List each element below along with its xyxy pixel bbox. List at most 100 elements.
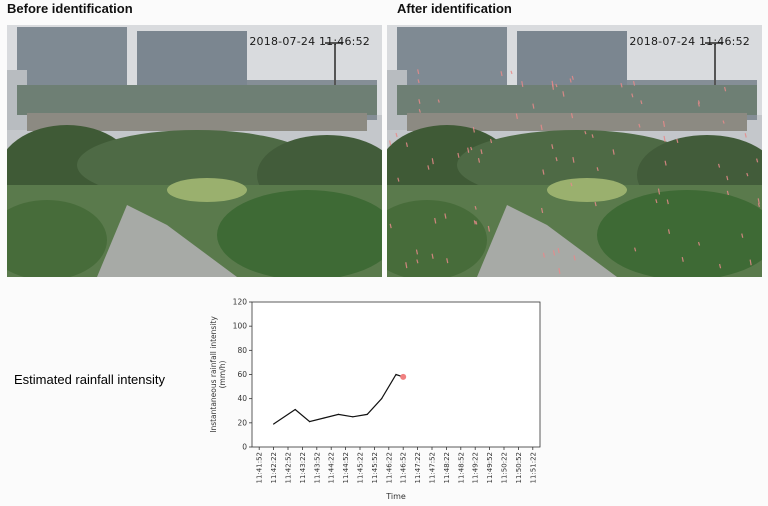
rain-streak <box>444 213 447 219</box>
camera-scene-before <box>7 25 382 277</box>
rain-streak <box>662 120 666 127</box>
rain-streak <box>467 147 470 153</box>
rain-streak <box>558 267 561 274</box>
rain-streak <box>570 182 573 187</box>
data-point <box>273 423 275 425</box>
rain-streak <box>571 75 574 80</box>
x-tick-label: 11:49:52 <box>486 452 494 483</box>
data-point <box>352 416 354 418</box>
rain-streak <box>480 149 483 155</box>
rain-streak <box>427 165 430 170</box>
rain-streak <box>631 93 634 98</box>
rain-streak <box>446 258 449 264</box>
rain-streak <box>405 142 408 148</box>
rain-streak <box>515 113 518 119</box>
rain-streak <box>612 149 615 155</box>
rain-streak <box>472 127 475 133</box>
rain-streak <box>667 229 671 234</box>
x-tick-label: 11:42:22 <box>270 452 278 483</box>
rain-streak <box>657 188 661 195</box>
y-tick-label: 80 <box>237 346 247 355</box>
rain-streak <box>542 252 546 258</box>
rain-streak <box>620 82 623 88</box>
rain-streak <box>666 199 669 205</box>
rain-streak <box>562 91 565 97</box>
x-tick-label: 11:47:52 <box>429 452 437 483</box>
rain-streak <box>572 157 575 163</box>
estimated-rainfall-intensity-label: Estimated rainfall intensity <box>14 372 166 387</box>
rain-streak <box>663 135 666 142</box>
rain-streak <box>573 255 576 261</box>
x-tick-label: 11:44:22 <box>328 452 336 483</box>
timestamp-after: 2018-07-24 11:46:52 <box>629 35 750 48</box>
x-tick-label: 11:45:52 <box>371 452 379 483</box>
y-tick-label: 0 <box>242 443 247 452</box>
rain-streak <box>756 158 759 163</box>
current-rainfall-marker <box>400 373 407 380</box>
rain-streak <box>726 190 729 196</box>
data-point <box>395 373 397 376</box>
rain-streak <box>681 256 684 262</box>
rain-streak <box>489 138 493 144</box>
rain-streak <box>591 134 594 139</box>
rain-streak <box>434 217 437 224</box>
rain-streak <box>542 169 545 175</box>
after-identification-image: 2018-07-24 11:46:52 <box>387 25 762 277</box>
rain-streak <box>487 225 490 232</box>
rain-streak <box>570 113 574 119</box>
rain-streak <box>474 205 477 210</box>
rain-streak <box>555 157 558 162</box>
x-axis-label: Time <box>385 492 406 501</box>
x-tick-label: 11:44:52 <box>342 452 350 483</box>
x-tick-label: 11:51:22 <box>529 452 537 483</box>
x-tick-label: 11:47:22 <box>414 452 422 483</box>
y-tick-label: 120 <box>233 298 248 307</box>
rain-streak <box>395 132 398 138</box>
y-axis-label: Instantaneous rainfall intensity(mm/h) <box>209 316 227 433</box>
rainfall-intensity-chart: 0 20 40 60 80 100 120 11:41:52 11:42:22 11:42:52… <box>209 298 541 501</box>
y-tick-label: 100 <box>233 322 248 331</box>
rain-streak <box>640 100 643 105</box>
rain-streak <box>697 241 701 246</box>
x-tick-label: 11:49:22 <box>472 452 480 483</box>
rain-streak <box>638 123 641 128</box>
rain-streak <box>722 120 725 124</box>
rain-streak <box>723 86 727 92</box>
rain-streak <box>389 140 392 146</box>
rain-streak <box>500 71 503 77</box>
rain-streak <box>551 80 554 87</box>
rain-streak <box>726 175 729 181</box>
rain-streak <box>541 207 544 214</box>
x-tick-label: 11:43:52 <box>313 452 321 483</box>
rain-streak <box>596 167 599 172</box>
rain-streak <box>417 69 420 75</box>
rain-streak <box>717 163 721 168</box>
data-point <box>294 408 296 411</box>
rain-streak <box>744 133 747 138</box>
y-tick-label: 60 <box>237 370 247 379</box>
timestamp-before: 2018-07-24 11:46:52 <box>249 35 370 48</box>
rain-streak <box>557 248 560 254</box>
x-tick-label: 11:45:22 <box>357 452 365 483</box>
x-tick-label: 11:50:22 <box>501 452 509 483</box>
before-identification-image: 2018-07-24 11:46:52 <box>7 25 382 277</box>
rain-streak <box>697 102 700 107</box>
rain-streak <box>741 233 744 238</box>
rain-streak <box>555 83 558 88</box>
rain-streak <box>634 247 637 252</box>
rain-streak <box>475 220 478 225</box>
camera-scene-after <box>387 25 762 277</box>
after-identification-title: After identification <box>397 1 512 16</box>
rain-streak <box>569 78 572 83</box>
rain-streak <box>431 253 434 259</box>
x-tick-label: 11:48:22 <box>443 452 451 483</box>
x-tick-label: 11:50:52 <box>515 452 523 483</box>
x-tick-label: 11:42:52 <box>285 452 293 483</box>
before-identification-title: Before identification <box>7 1 133 16</box>
x-tick-label: 11:46:52 <box>400 452 408 483</box>
y-tick-label: 20 <box>237 418 247 427</box>
rain-streak <box>552 250 556 256</box>
data-point <box>309 421 311 423</box>
y-tick-label: 40 <box>237 394 247 403</box>
rain-streak <box>473 220 476 225</box>
